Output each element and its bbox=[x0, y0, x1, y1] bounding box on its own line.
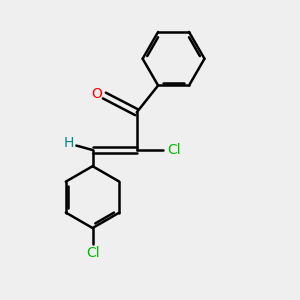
Text: O: O bbox=[92, 87, 102, 101]
Text: Cl: Cl bbox=[168, 143, 181, 157]
Text: Cl: Cl bbox=[86, 246, 99, 260]
Text: H: H bbox=[64, 136, 74, 150]
